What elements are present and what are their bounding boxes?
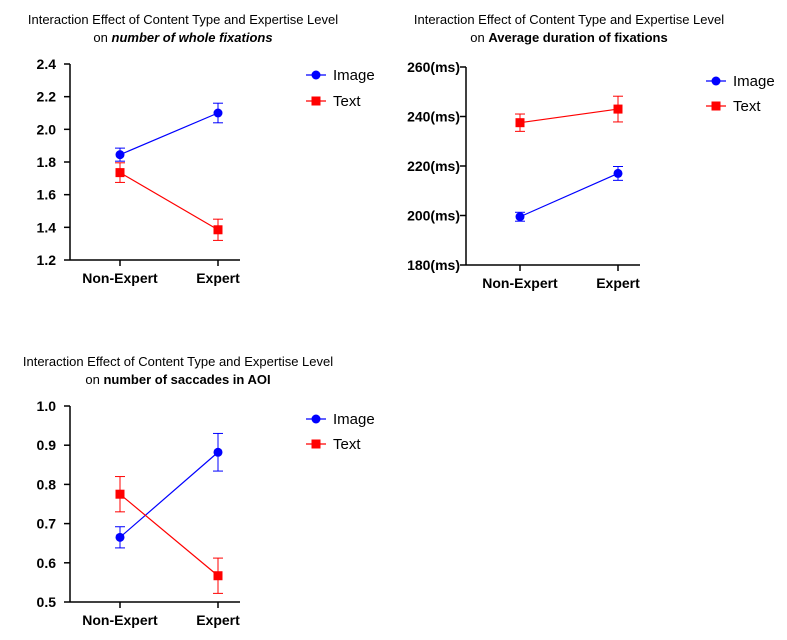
legend-label: Image [333,67,375,84]
chart-title-line2: on Average duration of fixations [470,30,667,45]
y-tick-label: 200(ms) [407,208,460,224]
data-point [115,532,125,542]
chart-title-line2: on number of whole fixations [93,30,272,45]
chart-title-emphasis: number of whole fixations [112,30,273,45]
x-tick-label: Expert [196,612,240,628]
legend-item-image: Image [306,411,375,428]
data-point [115,150,125,160]
chart-title-line2: on number of saccades in AOI [85,372,270,387]
data-point [613,168,623,178]
chart-3: Interaction Effect of Content Type and E… [23,354,375,628]
y-tick-label: 0.6 [37,555,57,571]
chart-title-on: on [85,372,103,387]
series-image [115,432,223,549]
data-point [515,118,525,128]
series-line [119,112,219,156]
y-tick-label: 0.7 [37,516,57,532]
legend-item-text: Text [306,93,361,110]
series-image [515,165,623,222]
y-tick-label: 240(ms) [407,109,460,125]
data-point [515,212,525,222]
data-point [613,104,623,114]
series-text [515,95,623,132]
series-line [119,493,219,577]
y-tick-label: 1.4 [37,219,57,235]
y-tick-label: 0.5 [37,594,57,610]
legend-marker [311,96,321,106]
legend-marker [711,76,721,86]
x-tick-label: Non-Expert [82,612,158,628]
y-tick-label: 2.0 [37,121,57,137]
chart-title-line1: Interaction Effect of Content Type and E… [23,354,333,369]
legend-item-text: Text [706,98,761,115]
y-tick-label: 1.8 [37,154,57,170]
legend-marker [311,70,321,80]
legend-label: Text [333,93,361,110]
y-tick-label: 1.6 [37,187,57,203]
series-line [519,172,619,218]
y-tick-label: 1.0 [37,398,57,414]
data-point [213,571,223,581]
series-line [119,451,219,538]
series-line [119,172,219,231]
data-point [213,225,223,235]
chart-title-emphasis: number of saccades in AOI [103,372,270,387]
y-tick-label: 2.4 [37,56,57,72]
legend-label: Text [333,436,361,453]
chart-1: Interaction Effect of Content Type and E… [28,12,375,286]
x-tick-label: Expert [596,275,640,291]
data-point [115,489,125,499]
chart-title-emphasis: Average duration of fixations [488,30,667,45]
data-point [115,168,125,178]
x-tick-label: Non-Expert [482,275,558,291]
y-tick-label: 260(ms) [407,59,460,75]
series-line [519,108,619,124]
legend-label: Text [733,98,761,115]
y-tick-label: 0.8 [37,476,57,492]
chart-title-on: on [93,30,111,45]
legend-item-text: Text [306,436,361,453]
x-tick-label: Non-Expert [82,270,158,286]
legend-label: Image [733,73,775,90]
legend-label: Image [333,411,375,428]
chart-title-on: on [470,30,488,45]
x-tick-label: Expert [196,270,240,286]
data-point [213,108,223,118]
legend-marker [711,101,721,111]
y-tick-label: 0.9 [37,437,57,453]
chart-title-line1: Interaction Effect of Content Type and E… [28,12,338,27]
y-tick-label: 1.2 [37,252,57,268]
y-tick-label: 2.2 [37,89,57,105]
legend-item-image: Image [306,67,375,84]
series-text [115,162,223,241]
chart-title-line1: Interaction Effect of Content Type and E… [414,12,724,27]
series-text [115,476,223,594]
legend-marker [311,414,321,424]
y-tick-label: 180(ms) [407,257,460,273]
chart-2: Interaction Effect of Content Type and E… [407,12,775,291]
legend-marker [311,439,321,449]
series-image [115,102,223,162]
legend-item-image: Image [706,73,775,90]
data-point [213,447,223,457]
y-tick-label: 220(ms) [407,158,460,174]
